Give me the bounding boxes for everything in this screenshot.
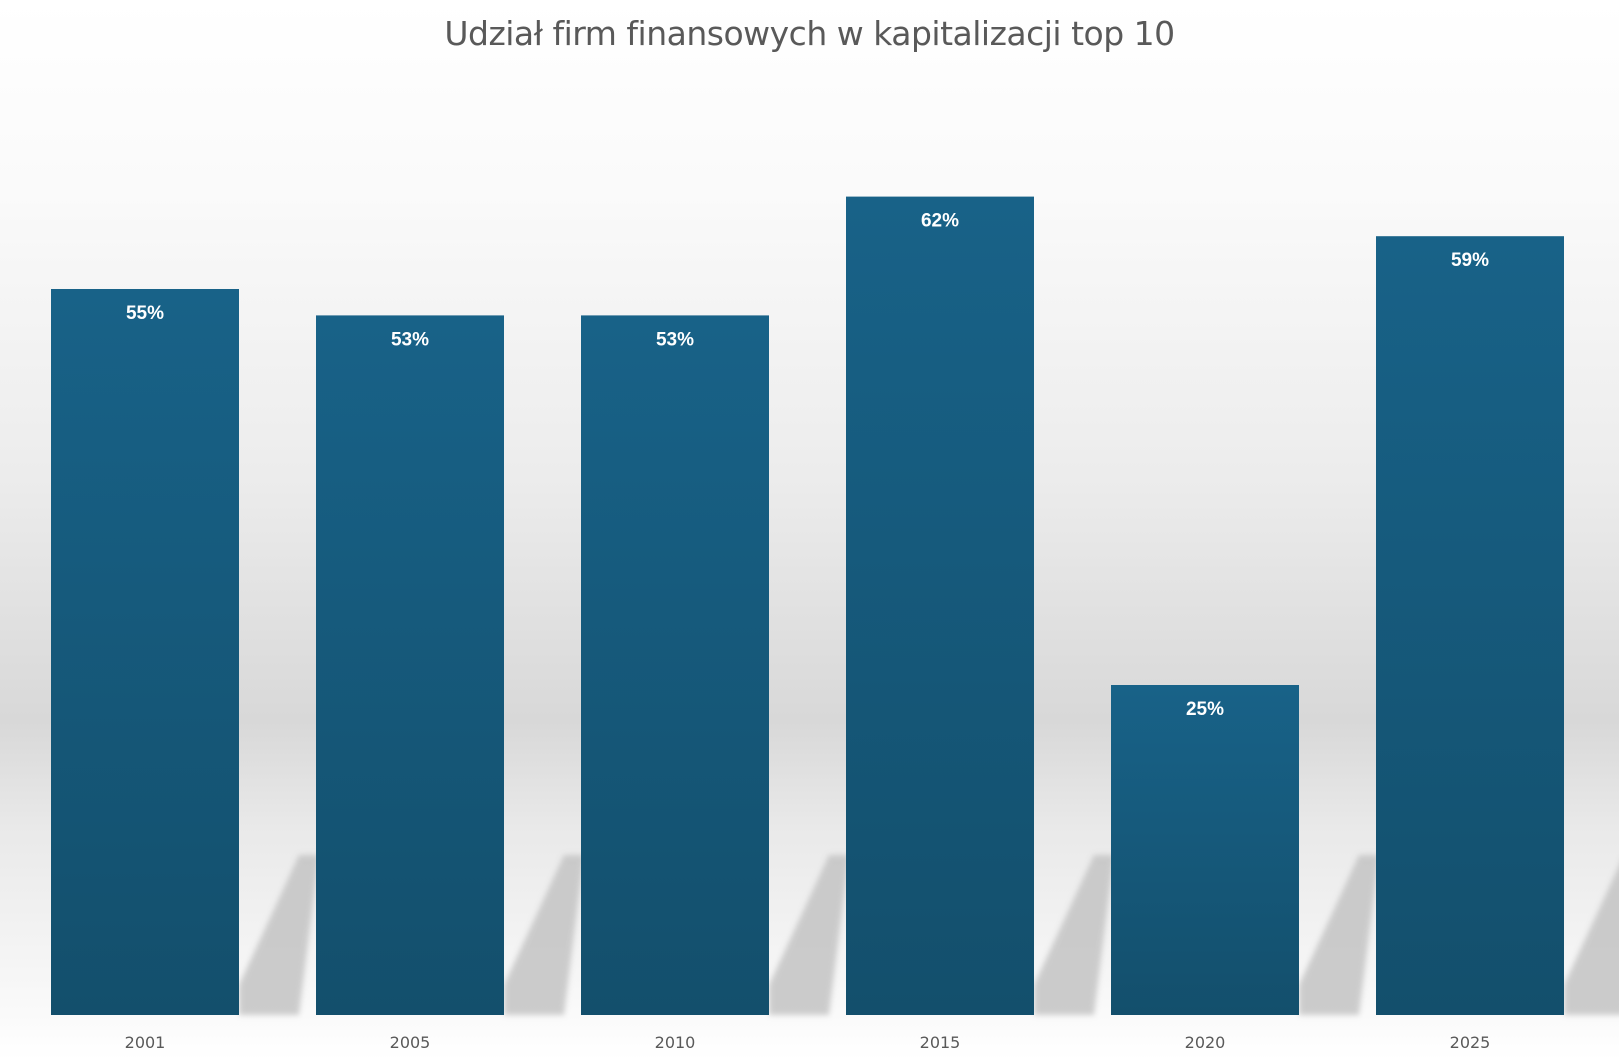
bar-shadow-2001 <box>239 855 319 1015</box>
bar-2001 <box>51 289 239 1015</box>
data-label-2010: 53% <box>656 329 694 350</box>
bar-2015 <box>846 196 1034 1016</box>
bar-2020 <box>1111 685 1299 1015</box>
x-tick-label-2005: 2005 <box>390 1033 431 1052</box>
data-label-2005: 53% <box>391 329 429 350</box>
bar-shadow-2010 <box>769 855 849 1015</box>
bar-shadow-2005 <box>504 855 584 1015</box>
x-tick-label-2010: 2010 <box>655 1033 696 1052</box>
bar-shadow-2020 <box>1299 855 1379 1015</box>
data-label-2025: 59% <box>1451 250 1489 271</box>
bar-shadows <box>239 855 1619 1015</box>
bar-shadow-2015 <box>1034 855 1114 1015</box>
bar-2025 <box>1376 236 1564 1015</box>
data-labels: 55% 53% 53% 62% 25% 59% <box>126 211 1489 720</box>
x-tick-label-2025: 2025 <box>1450 1033 1491 1052</box>
x-axis-tick-labels: 2001 2005 2010 2015 2020 2025 <box>125 1033 1491 1052</box>
x-tick-label-2015: 2015 <box>920 1033 961 1052</box>
bar-2010 <box>581 315 769 1015</box>
data-label-2001: 55% <box>126 303 164 324</box>
bar-shadow-2025 <box>1564 865 1619 1015</box>
bars <box>51 196 1564 1016</box>
x-tick-label-2020: 2020 <box>1185 1033 1226 1052</box>
x-tick-label-2001: 2001 <box>125 1033 166 1052</box>
data-label-2015: 62% <box>921 211 959 232</box>
data-label-2020: 25% <box>1186 699 1224 720</box>
bar-2005 <box>316 315 504 1015</box>
chart-title: Udział firm finansowych w kapitalizacji … <box>444 14 1175 53</box>
